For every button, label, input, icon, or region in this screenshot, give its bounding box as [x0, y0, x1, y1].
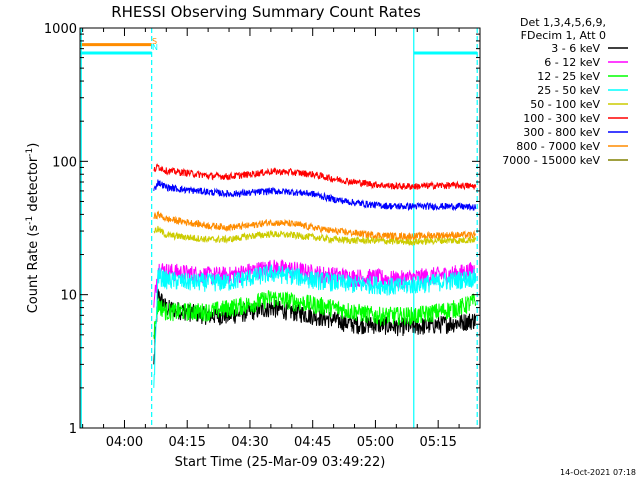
vline-layer: [80, 28, 478, 428]
x-tick-label: 05:15: [419, 435, 456, 450]
y-axis-label-main: Count Rate (s: [26, 225, 41, 314]
x-tick-label: 04:45: [294, 435, 331, 450]
legend-label: 300 - 800 keV: [523, 126, 600, 139]
legend-header: Det 1,3,4,5,6,9,: [520, 16, 606, 29]
legend-header: FDecim 1, Att 0: [521, 29, 606, 42]
series-layer: [153, 163, 477, 388]
series-line: [153, 289, 477, 339]
flag-marker: N: [152, 43, 158, 52]
series-line: [153, 179, 477, 212]
series-line: [153, 210, 476, 242]
flag-marker: S: [152, 37, 157, 46]
x-tick-label: 04:15: [168, 435, 205, 450]
y-tick-label: 1: [69, 422, 77, 437]
legend-label: 3 - 6 keV: [551, 42, 600, 55]
x-tick-label: 05:00: [357, 435, 394, 450]
legend-label: 6 - 12 keV: [544, 56, 600, 69]
x-tick-label: 04:00: [106, 435, 143, 450]
y-tick-label: 1000: [44, 22, 77, 37]
legend-label: 12 - 25 keV: [537, 70, 600, 83]
chart-title: RHESSI Observing Summary Count Rates: [111, 3, 421, 21]
timestamp-label: 14-Oct-2021 07:18: [560, 468, 636, 477]
legend-label: 800 - 7000 keV: [516, 140, 600, 153]
flag-layer: SN: [80, 37, 478, 55]
y-axis-label-sup2: -1: [25, 148, 35, 157]
legend-label: 7000 - 15000 keV: [502, 154, 600, 167]
legend: Det 1,3,4,5,6,9,FDecim 1, Att 03 - 6 keV…: [502, 16, 628, 167]
y-axis-label-sup1: -1: [25, 216, 35, 225]
y-axis-label-end: ): [26, 143, 41, 148]
series-line: [153, 163, 477, 191]
axes-layer: 1 10 100 1000 04:00 04:15 04:30 04:45 05:00 05:15: [44, 22, 481, 450]
series-line: [153, 263, 477, 388]
x-tick-label: 04:30: [231, 435, 268, 450]
legend-label: 50 - 100 keV: [530, 98, 600, 111]
y-tick-label: 10: [60, 289, 77, 304]
series-line: [153, 225, 477, 247]
legend-label: 25 - 50 keV: [537, 84, 600, 97]
legend-label: 100 - 300 keV: [523, 112, 600, 125]
x-axis-label: Start Time (25-Mar-09 03:49:22): [175, 455, 386, 470]
plot-frame: [79, 27, 481, 429]
y-axis-label: Count Rate (s-1 detector-1): [25, 143, 41, 314]
y-axis-label-mid: detector: [26, 156, 41, 216]
y-tick-label: 100: [52, 155, 77, 170]
